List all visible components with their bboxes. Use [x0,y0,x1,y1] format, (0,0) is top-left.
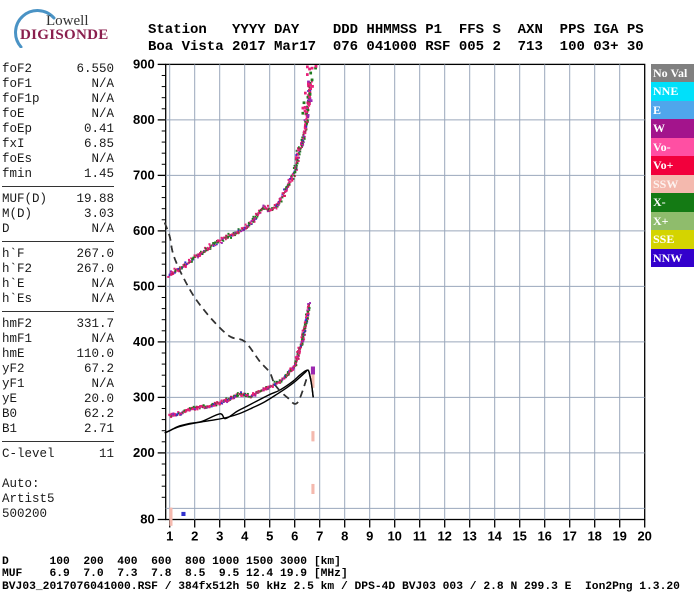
svg-text:2: 2 [191,529,198,544]
svg-text:18: 18 [587,529,601,544]
svg-text:700: 700 [133,167,155,182]
svg-text:13: 13 [462,529,476,544]
svg-text:8: 8 [341,529,348,544]
svg-text:19: 19 [612,529,626,544]
svg-text:80: 80 [140,512,154,527]
svg-text:300: 300 [133,389,155,404]
svg-text:14: 14 [487,529,502,544]
svg-text:5: 5 [266,529,273,544]
svg-text:1: 1 [166,529,173,544]
svg-text:200: 200 [133,445,155,460]
svg-text:12: 12 [437,529,451,544]
svg-text:500: 500 [133,278,155,293]
svg-text:16: 16 [537,529,551,544]
svg-text:9: 9 [366,529,373,544]
svg-text:20: 20 [637,529,651,544]
svg-text:10: 10 [387,529,401,544]
svg-text:400: 400 [133,334,155,349]
svg-text:6: 6 [291,529,298,544]
svg-text:3: 3 [216,529,223,544]
svg-text:800: 800 [133,112,155,127]
svg-text:15: 15 [512,529,526,544]
svg-text:17: 17 [562,529,576,544]
svg-text:11: 11 [413,529,427,544]
svg-text:600: 600 [133,223,155,238]
svg-text:7: 7 [316,529,323,544]
svg-text:4: 4 [241,529,249,544]
svg-text:900: 900 [133,56,155,71]
